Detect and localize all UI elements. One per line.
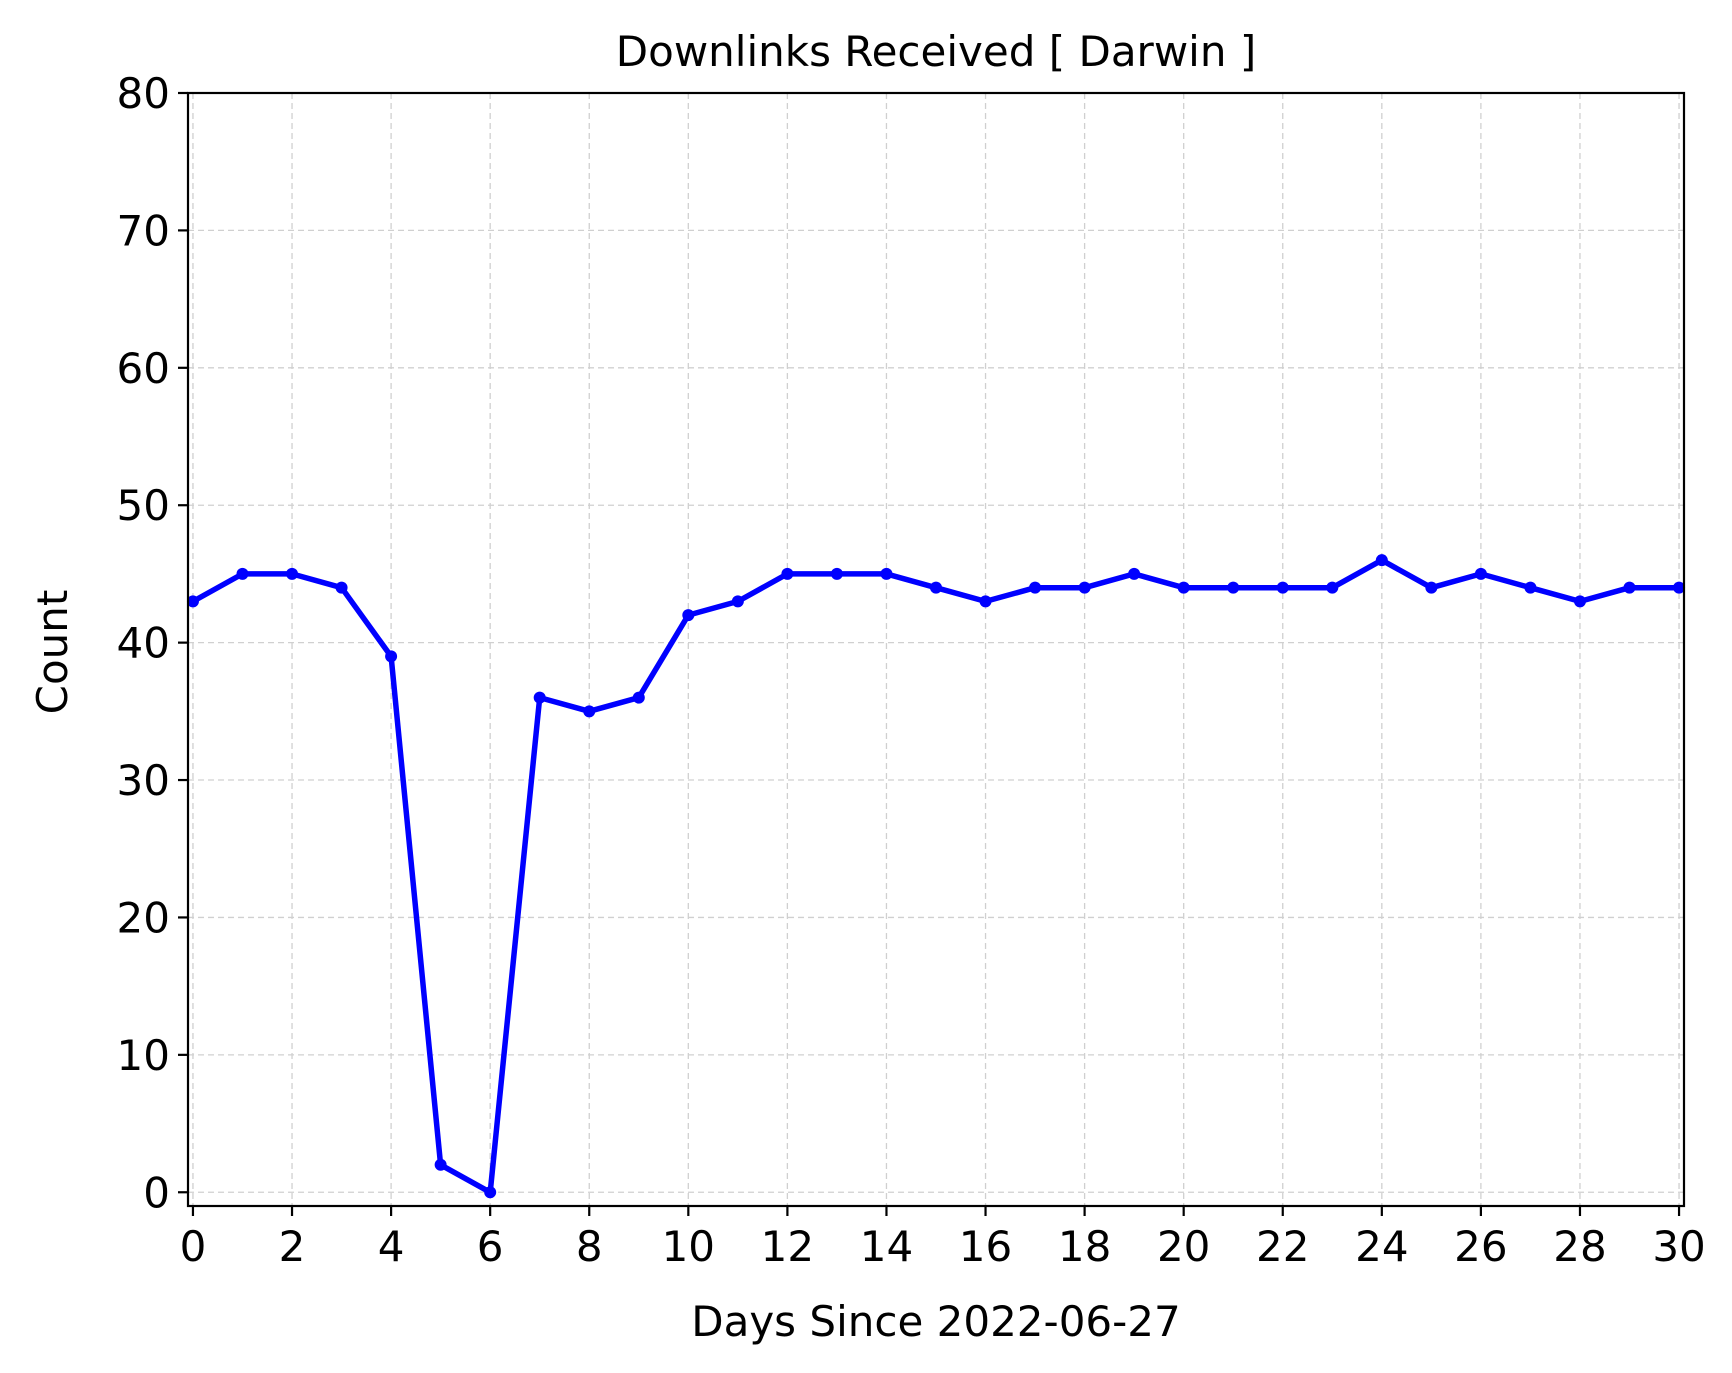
series-layer	[186, 554, 1686, 1199]
y-tick-label: 10	[117, 1031, 170, 1080]
data-point	[1128, 567, 1141, 580]
x-tick-label: 22	[1256, 1222, 1309, 1271]
x-tick-label: 2	[279, 1222, 306, 1271]
data-point	[781, 567, 794, 580]
y-axis-label: Count	[28, 590, 77, 715]
x-tick-label: 6	[477, 1222, 504, 1271]
grid	[188, 92, 1684, 1206]
y-tick-label: 0	[143, 1168, 170, 1217]
data-point	[1623, 581, 1636, 594]
data-point	[830, 567, 843, 580]
data-point	[186, 595, 199, 608]
y-tick-label: 50	[117, 481, 170, 530]
y-tick-label: 20	[117, 893, 170, 942]
x-axis-label: Days Since 2022-06-27	[691, 1297, 1180, 1346]
data-point	[236, 567, 249, 580]
data-point	[286, 567, 299, 580]
data-point	[335, 581, 348, 594]
data-point	[682, 609, 695, 622]
data-point	[533, 691, 546, 704]
x-tick-label: 16	[959, 1222, 1012, 1271]
plot-frame	[186, 91, 1686, 1208]
x-tick-label: 28	[1553, 1222, 1606, 1271]
x-tick-label: 8	[576, 1222, 603, 1271]
data-point	[484, 1186, 497, 1199]
y-tick-label: 70	[117, 206, 170, 255]
data-point	[979, 595, 992, 608]
x-tick-label: 30	[1652, 1222, 1705, 1271]
y-axis-ticks: 0 10 20 30 40 50 60 70 80	[117, 69, 188, 1217]
data-point	[1078, 581, 1091, 594]
x-tick-label: 26	[1454, 1222, 1507, 1271]
data-point	[1177, 581, 1190, 594]
data-point	[632, 691, 645, 704]
chart-title: Downlinks Received [ Darwin ]	[616, 27, 1256, 76]
x-tick-label: 0	[180, 1222, 207, 1271]
data-point	[1227, 581, 1240, 594]
y-tick-label: 60	[117, 344, 170, 393]
data-point	[385, 650, 398, 663]
x-tick-label: 20	[1157, 1222, 1210, 1271]
data-point	[880, 567, 893, 580]
data-point	[434, 1158, 447, 1171]
x-tick-label: 14	[860, 1222, 913, 1271]
data-point	[1573, 595, 1586, 608]
y-tick-label: 30	[117, 756, 170, 805]
data-point	[1029, 581, 1042, 594]
data-point	[930, 581, 942, 594]
data-point	[1673, 581, 1686, 594]
y-tick-label: 40	[117, 619, 170, 668]
x-tick-label: 18	[1058, 1222, 1111, 1271]
data-point	[731, 595, 744, 608]
data-point	[1474, 567, 1487, 580]
x-tick-label: 10	[662, 1222, 715, 1271]
x-tick-label: 12	[761, 1222, 814, 1271]
data-point	[1326, 581, 1339, 594]
data-point	[583, 705, 596, 718]
data-point	[1524, 581, 1537, 594]
data-point	[1425, 581, 1438, 594]
y-tick-label: 80	[117, 69, 170, 118]
data-point	[1276, 581, 1289, 594]
data-point	[1375, 554, 1388, 567]
x-tick-label: 4	[378, 1222, 405, 1271]
x-tick-label: 24	[1355, 1222, 1408, 1271]
x-axis-ticks: 0 2 4 6 8 10 12 14 16 18 20 22 24 26 28 30	[180, 1206, 1706, 1271]
